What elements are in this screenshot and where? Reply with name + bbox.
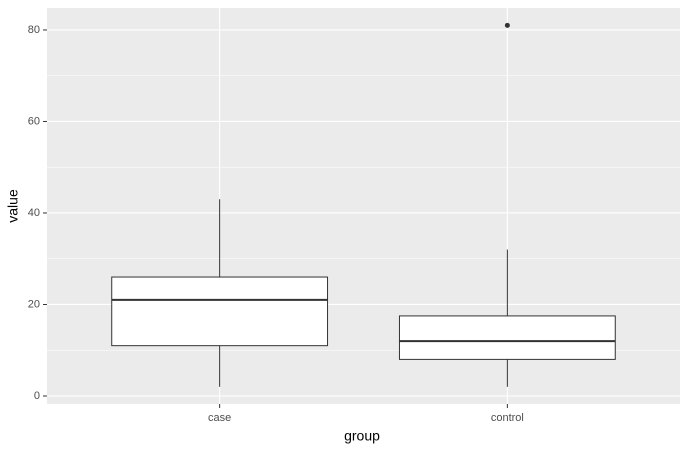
y-tick-label: 20 (28, 298, 40, 310)
box (111, 276, 329, 347)
x-tick-label: case (208, 412, 231, 424)
box (398, 315, 616, 360)
y-tick-label: 80 (28, 24, 40, 36)
x-tick-label: control (491, 412, 524, 424)
y-axis-label: value (5, 189, 21, 223)
y-tick-label: 60 (28, 115, 40, 127)
y-tick-label: 40 (28, 207, 40, 219)
x-axis-label: group (344, 428, 380, 444)
y-tick-label: 0 (34, 390, 40, 402)
outlier (504, 22, 510, 28)
